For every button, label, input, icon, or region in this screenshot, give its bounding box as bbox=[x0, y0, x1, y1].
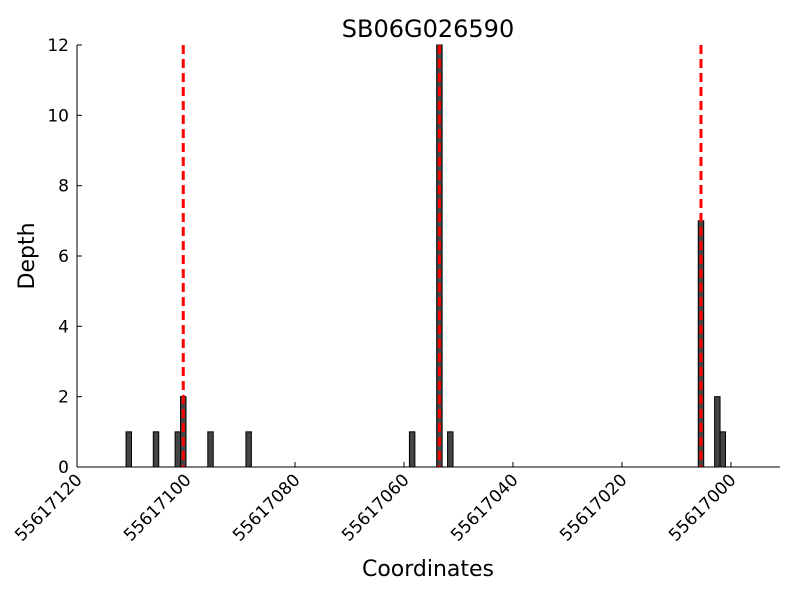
x-axis-label: Coordinates bbox=[362, 557, 494, 582]
bar bbox=[408, 431, 416, 468]
y-tick-label: 10 bbox=[47, 106, 69, 126]
y-tick-label: 12 bbox=[47, 36, 69, 56]
bar bbox=[207, 431, 214, 468]
bar bbox=[174, 431, 182, 468]
bar bbox=[245, 431, 252, 468]
y-tick-label: 4 bbox=[58, 317, 69, 337]
x-tick-label: 55617060 bbox=[338, 470, 413, 545]
bar bbox=[447, 431, 454, 468]
bar bbox=[152, 431, 160, 468]
y-tick-label: 8 bbox=[58, 177, 69, 197]
x-tick-label: 55617100 bbox=[120, 470, 195, 545]
y-tick-label: 2 bbox=[58, 388, 69, 408]
chart-title: SB06G026590 bbox=[342, 15, 514, 43]
x-tick-label: 55617040 bbox=[447, 470, 522, 545]
x-tick-label: 55617020 bbox=[556, 470, 631, 545]
x-tick-label: 55617120 bbox=[11, 470, 86, 545]
bar bbox=[714, 396, 721, 468]
y-tick-label: 6 bbox=[58, 247, 69, 267]
y-tick-label: 0 bbox=[58, 458, 69, 478]
x-tick-label: 55617080 bbox=[229, 470, 304, 545]
x-tick-label: 55617000 bbox=[665, 470, 740, 545]
bar bbox=[719, 431, 727, 468]
y-axis-label: Depth bbox=[15, 222, 40, 289]
bar bbox=[125, 431, 132, 468]
